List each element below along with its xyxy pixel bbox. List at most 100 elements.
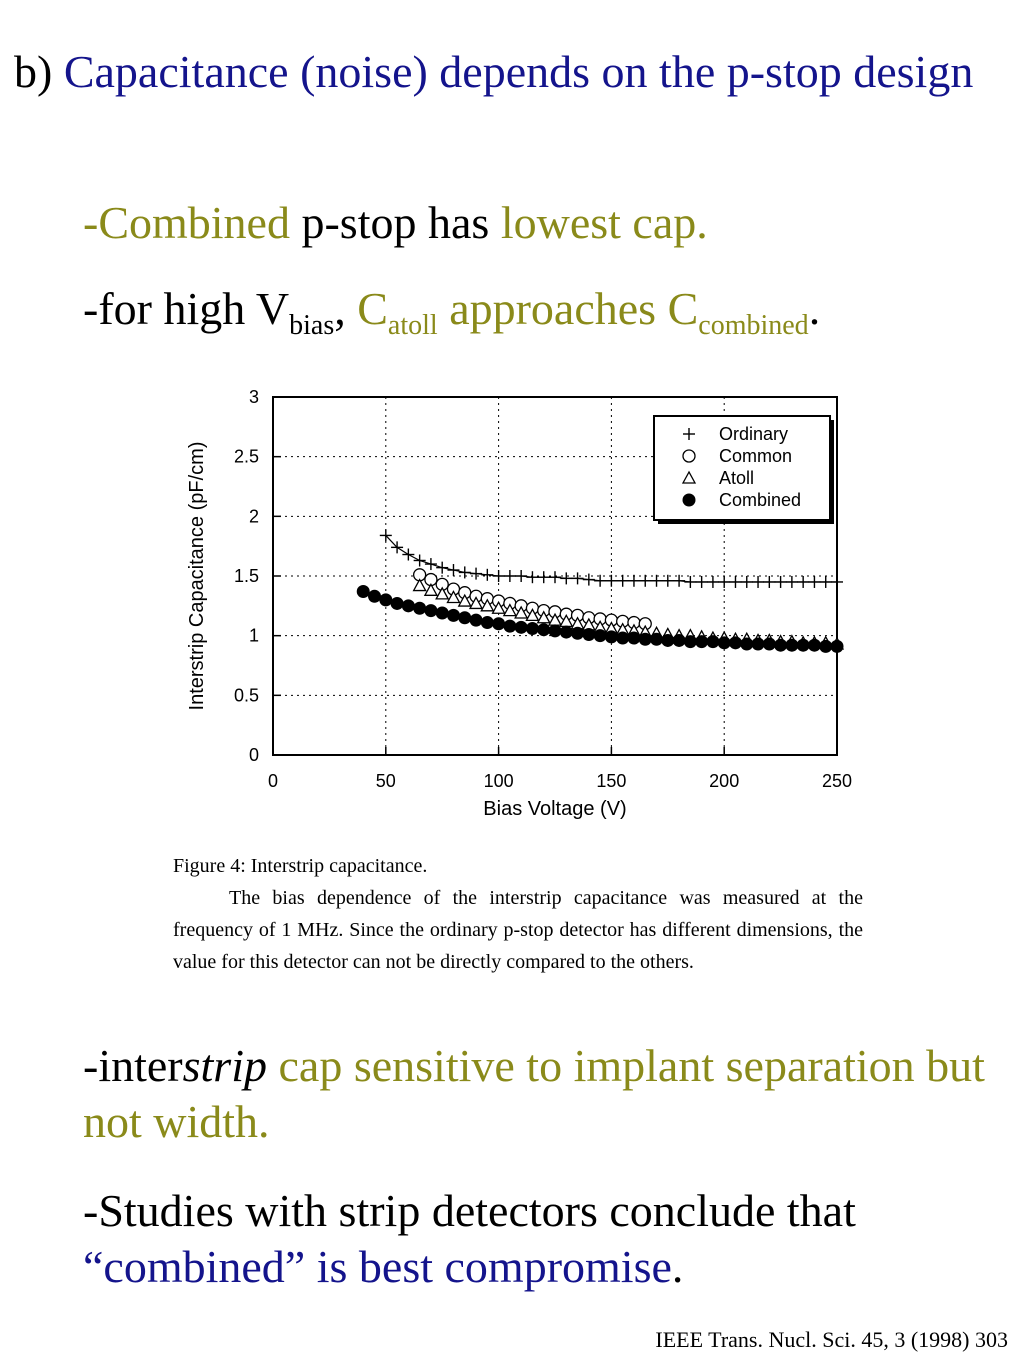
x-tick-label: 50 bbox=[376, 771, 396, 791]
point-ordinary bbox=[752, 575, 765, 588]
point-ordinary bbox=[526, 571, 539, 584]
point-ordinary bbox=[797, 575, 810, 588]
legend-label-ordinary: Ordinary bbox=[719, 424, 788, 444]
point-ordinary bbox=[740, 575, 753, 588]
point-combined bbox=[537, 623, 551, 637]
point-combined bbox=[435, 606, 449, 620]
point-ordinary bbox=[515, 570, 528, 582]
x-tick-label: 150 bbox=[596, 771, 626, 791]
bullet1-part2: p-stop has bbox=[289, 197, 501, 248]
point-ordinary bbox=[684, 575, 697, 588]
point-combined bbox=[706, 635, 720, 649]
legend-marker-combined bbox=[682, 493, 696, 507]
point-ordinary bbox=[639, 574, 652, 587]
point-ordinary bbox=[718, 575, 731, 588]
point-atoll bbox=[468, 596, 484, 610]
point-combined bbox=[446, 608, 460, 622]
point-ordinary bbox=[571, 572, 584, 585]
point-ordinary bbox=[492, 570, 505, 582]
point-combined bbox=[559, 625, 573, 639]
point-combined bbox=[616, 631, 630, 645]
reference-citation: IEEE Trans. Nucl. Sci. 45, 3 (1998) 303 bbox=[655, 1327, 1008, 1352]
legend-label-atoll: Atoll bbox=[719, 468, 754, 488]
x-tick-label: 100 bbox=[484, 771, 514, 791]
bullet2-sub-atoll: atoll bbox=[387, 310, 438, 341]
figure-caption: Figure 4: Interstrip capacitance. The bi… bbox=[173, 850, 863, 978]
bullet4-part3: . bbox=[671, 1241, 684, 1292]
bullet2-part4: approaches C bbox=[437, 283, 699, 334]
point-atoll bbox=[435, 586, 450, 600]
point-combined bbox=[717, 636, 731, 650]
point-combined bbox=[413, 601, 427, 615]
point-combined bbox=[807, 638, 821, 652]
point-ordinary bbox=[605, 574, 618, 587]
point-ordinary bbox=[503, 570, 516, 582]
bullet-interstrip-sensitivity: -interstrip cap sensitive to implant sep… bbox=[83, 1038, 1003, 1150]
bullet4-part1: -Studies with strip detectors conclude t… bbox=[83, 1185, 856, 1236]
capacitance-chart: 0 50 100 150 200 250 0 0.5 1 1.5 2 2.5 3 Interstrip … bbox=[186, 387, 852, 820]
point-combined bbox=[751, 637, 765, 651]
point-ordinary bbox=[549, 571, 561, 584]
bullet2-part3: C bbox=[357, 283, 388, 334]
point-combined bbox=[582, 627, 596, 641]
bullet2-part5: . bbox=[808, 283, 821, 334]
point-ordinary bbox=[424, 558, 437, 571]
point-combined bbox=[469, 613, 483, 627]
point-atoll bbox=[446, 590, 461, 604]
point-ordinary bbox=[650, 574, 663, 587]
y-tick-label: 2 bbox=[249, 506, 259, 526]
title-main: Capacitance (noise) depends on the p-sto… bbox=[63, 46, 974, 97]
legend-label-common: Common bbox=[719, 446, 792, 466]
point-ordinary bbox=[560, 572, 573, 585]
x-tick-label: 250 bbox=[822, 771, 852, 791]
point-ordinary bbox=[785, 575, 798, 588]
point-ordinary bbox=[808, 575, 821, 588]
bullet1-part3: lowest cap. bbox=[500, 197, 708, 248]
point-ordinary bbox=[673, 574, 686, 587]
bullet3-part1: -inter bbox=[83, 1040, 183, 1091]
point-combined bbox=[390, 596, 404, 610]
point-atoll bbox=[480, 598, 495, 612]
x-tick-label: 200 bbox=[709, 771, 739, 791]
point-combined bbox=[672, 633, 686, 647]
point-ordinary bbox=[582, 573, 595, 586]
x-axis-label: Bias Voltage (V) bbox=[483, 798, 626, 820]
bullet2-sub-combined: combined bbox=[698, 310, 809, 341]
series-combined bbox=[356, 585, 844, 653]
point-atoll bbox=[423, 582, 439, 596]
point-combined bbox=[525, 622, 539, 636]
bullet-combined-lowest-cap: -Combined p-stop has lowest cap. bbox=[83, 196, 708, 249]
bullet-high-vbias: -for high Vbias, Catoll approaches Ccomb… bbox=[83, 282, 821, 340]
point-ordinary bbox=[763, 575, 776, 588]
point-combined bbox=[683, 635, 697, 649]
point-combined bbox=[819, 639, 833, 653]
point-ordinary bbox=[774, 575, 787, 588]
point-ordinary bbox=[537, 571, 550, 584]
point-combined bbox=[379, 593, 393, 607]
point-atoll bbox=[514, 605, 529, 619]
point-ordinary bbox=[413, 554, 426, 567]
point-ordinary bbox=[627, 574, 640, 587]
y-tick-label: 1.5 bbox=[234, 566, 259, 586]
point-combined bbox=[638, 632, 652, 646]
point-atoll bbox=[457, 593, 472, 607]
point-combined bbox=[424, 604, 438, 618]
point-combined bbox=[356, 585, 370, 599]
point-combined bbox=[740, 637, 754, 651]
bullet2-part1: -for high V bbox=[83, 283, 290, 334]
point-ordinary bbox=[616, 574, 629, 587]
bullet1-part1: -Combined bbox=[83, 197, 290, 248]
point-atoll bbox=[502, 603, 517, 617]
point-ordinary bbox=[729, 575, 742, 588]
legend-label-combined: Combined bbox=[719, 490, 801, 510]
point-combined bbox=[593, 629, 607, 643]
point-combined bbox=[661, 633, 675, 647]
y-tick-label: 1 bbox=[249, 626, 259, 646]
point-combined bbox=[458, 611, 472, 625]
y-axis-label: Interstrip Capacitance (pF/cm) bbox=[186, 442, 208, 711]
point-ordinary bbox=[379, 529, 392, 542]
point-combined bbox=[401, 599, 415, 613]
point-ordinary bbox=[481, 568, 494, 581]
y-tick-label: 3 bbox=[249, 387, 259, 407]
point-ordinary bbox=[706, 575, 719, 588]
